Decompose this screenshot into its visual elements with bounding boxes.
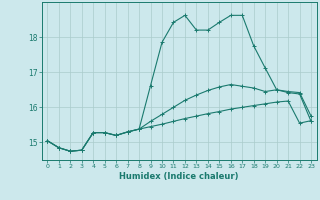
X-axis label: Humidex (Indice chaleur): Humidex (Indice chaleur)	[119, 172, 239, 181]
